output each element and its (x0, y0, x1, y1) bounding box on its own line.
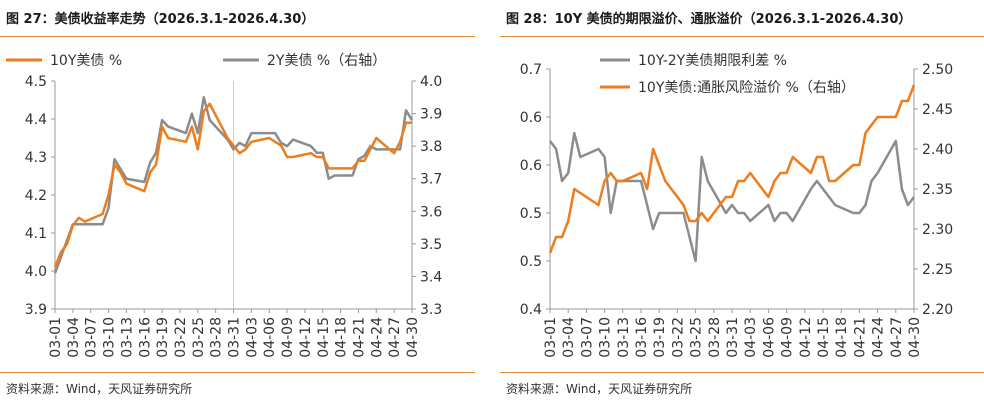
top-rule (500, 36, 984, 37)
left-tick-label: 4.1 (25, 226, 47, 242)
x-tick-label: 04-21 (351, 317, 367, 358)
x-tick-label: 03-25 (689, 317, 705, 358)
x-tick-label: 03-07 (84, 317, 100, 358)
x-tick-label: 03-10 (598, 317, 614, 358)
x-tick-label: 04-09 (780, 317, 796, 358)
x-tick-label: 04-12 (298, 317, 314, 358)
x-tick-label: 03-22 (173, 317, 189, 358)
right-tick-label: 2.45 (922, 102, 953, 118)
x-tick-label: 04-03 (244, 317, 260, 358)
x-tick-label: 03-19 (652, 317, 668, 358)
left-tick-label: 4.5 (25, 74, 47, 90)
x-tick-label: 04-27 (387, 317, 403, 358)
x-tick-label: 04-03 (743, 317, 759, 358)
premium-line-chart: 0.7 0.6 0.6 0.5 0.5 0.4 2.50 2.45 2.40 2.35 2.30 2.… (520, 53, 953, 358)
x-tick-label: 03-13 (616, 317, 632, 358)
left-tick-label: 3.9 (25, 302, 47, 318)
right-tick-label: 2.30 (922, 222, 953, 238)
x-tick-label: 04-24 (871, 317, 887, 358)
x-tick-label: 03-25 (191, 317, 207, 358)
x-tick-label: 03-31 (725, 317, 741, 358)
x-tick-label: 03-04 (66, 317, 82, 358)
bottom-rule (0, 372, 475, 373)
left-tick-label: 0.5 (520, 254, 542, 270)
x-tick-label: 03-13 (119, 317, 135, 358)
legend-label: 10Y-2Y美债期限利差 % (638, 53, 787, 69)
left-tick-label: 0.6 (520, 158, 542, 174)
chart-title: 图 28：10Y 美债的期限溢价、通胀溢价（2026.3.1-2026.4.30… (506, 12, 912, 27)
x-tick-label: 04-12 (798, 317, 814, 358)
series-line-left-axis (549, 131, 915, 263)
x-tick-label: 04-06 (761, 317, 777, 358)
x-tick-label: 03-10 (102, 317, 118, 358)
chart-panel-premia: 图 28：10Y 美债的期限溢价、通胀溢价（2026.3.1-2026.4.30… (500, 0, 984, 414)
left-tick-label: 0.7 (520, 62, 542, 78)
x-tick-label: 04-06 (262, 317, 278, 358)
legend-label: 2Y美债 %（右轴） (267, 53, 386, 69)
right-tick-label: 3.5 (420, 237, 442, 253)
left-tick-label: 4.4 (25, 112, 47, 128)
x-tick-label: 03-01 (48, 317, 64, 358)
right-tick-label: 2.50 (922, 62, 953, 78)
right-tick-label: 3.4 (420, 269, 442, 285)
left-tick-label: 4.3 (25, 150, 47, 166)
legend-label: 10Y美债 % (50, 53, 122, 69)
right-tick-label: 4.0 (420, 74, 442, 90)
right-tick-label: 3.3 (420, 302, 442, 318)
x-tick-label: 04-18 (334, 317, 350, 358)
right-tick-label: 2.20 (922, 302, 953, 318)
x-tick-label: 04-30 (405, 317, 421, 358)
legend-label: 10Y美债:通胀风险溢价 %（右轴） (638, 80, 855, 96)
yield-line-chart: 4.5 4.4 4.3 4.2 4.1 4.0 3.9 4.0 3.9 3.8 3.7 3.6 3.5 3… (6, 53, 442, 358)
x-tick-label: 04-18 (834, 317, 850, 358)
left-tick-label: 0.5 (520, 206, 542, 222)
x-tick-label: 04-21 (852, 317, 868, 358)
right-tick-label: 3.9 (420, 107, 442, 123)
x-tick-label: 04-09 (280, 317, 296, 358)
right-tick-label: 3.8 (420, 139, 442, 155)
x-tick-label: 04-15 (816, 317, 832, 358)
source-note: 资料来源：Wind，天风证券研究所 (6, 382, 193, 396)
bottom-rule (500, 372, 984, 373)
x-tick-label: 03-31 (227, 317, 243, 358)
x-tick-label: 03-16 (137, 317, 153, 358)
x-tick-label: 03-01 (543, 317, 559, 358)
x-tick-label: 03-19 (155, 317, 171, 358)
chart-title: 图 27：美债收益率走势（2026.3.1-2026.4.30） (6, 12, 315, 27)
chart-panel-yields: 图 27：美债收益率走势（2026.3.1-2026.4.30） 4.5 4.4 4… (0, 0, 475, 414)
right-tick-label: 2.25 (922, 262, 953, 278)
right-tick-label: 2.35 (922, 182, 953, 198)
x-tick-label: 03-07 (579, 317, 595, 358)
x-tick-label: 04-24 (369, 317, 385, 358)
left-tick-label: 0.6 (520, 110, 542, 126)
series-line-left-axis (53, 102, 412, 268)
right-tick-label: 3.6 (420, 204, 442, 220)
x-tick-label: 03-22 (670, 317, 686, 358)
series-line-right-axis (548, 84, 916, 254)
x-tick-label: 04-30 (907, 317, 923, 358)
x-tick-label: 03-16 (634, 317, 650, 358)
x-tick-label: 03-04 (561, 317, 577, 358)
right-tick-label: 3.7 (420, 172, 442, 188)
left-tick-label: 4.2 (25, 188, 47, 204)
x-tick-label: 03-28 (707, 317, 723, 358)
left-tick-label: 4.0 (25, 264, 47, 280)
x-tick-label: 03-28 (209, 317, 225, 358)
x-tick-label: 04-27 (889, 317, 905, 358)
source-note: 资料来源：Wind，天风证券研究所 (506, 382, 693, 396)
left-tick-label: 0.4 (520, 302, 542, 318)
x-tick-label: 04-15 (316, 317, 332, 358)
right-tick-label: 2.40 (922, 142, 953, 158)
top-rule (0, 36, 475, 37)
